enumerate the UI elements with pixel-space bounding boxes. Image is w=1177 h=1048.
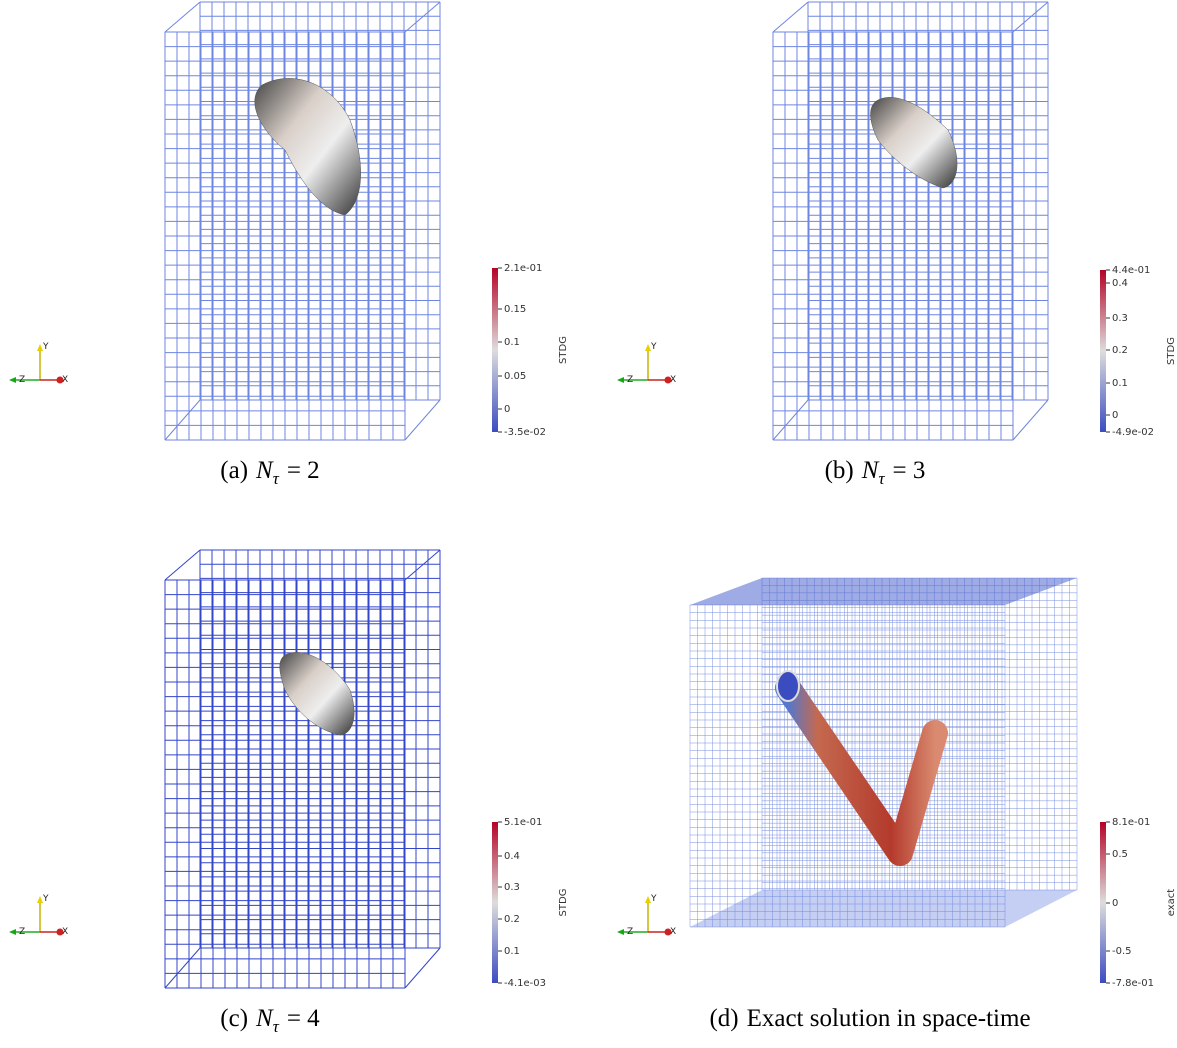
caption-text: = 2 — [287, 457, 320, 484]
axis-z-head — [617, 929, 624, 935]
axis-z-head — [9, 377, 16, 383]
colorbar-tick-label: 0.2 — [504, 914, 520, 925]
colorbar — [1100, 270, 1106, 432]
axis-z-label: Z — [627, 927, 633, 937]
caption: (d) Exact solution in space-time — [709, 1005, 1030, 1032]
colorbar-tick-label: 0.3 — [1112, 313, 1128, 324]
wire-grid — [807, 1, 1049, 401]
bottom-face — [690, 890, 1077, 927]
colorbar-tick-label: -3.5e-02 — [504, 427, 546, 438]
axis-z-label: Z — [19, 927, 25, 937]
axis-y-head — [645, 896, 651, 903]
colorbar-tick-label: 5.1e-01 — [504, 817, 542, 828]
subfigure: 4.4e-01 0.4 0.3 0.2 0.1 0 -4.9e-02 STDG Y Z X (b) Nτ… — [617, 1, 1177, 488]
colorbar-title: exact — [1166, 889, 1177, 917]
axis-x-label: X — [62, 927, 68, 937]
tube-end — [776, 670, 800, 702]
caption-label: (a) — [220, 457, 248, 484]
caption-label: (c) — [220, 1005, 248, 1032]
axis-y-label: Y — [42, 894, 49, 904]
subfigure: 8.1e-01 0.5 0 -0.5 -7.8e-01 exact Y Z X (d) Exact … — [617, 577, 1177, 1032]
caption: (c) Nτ = 4 — [220, 1005, 320, 1036]
colorbar-tick-label: 0.05 — [504, 371, 526, 382]
colorbar-title: STDG — [1166, 337, 1177, 365]
colorbar-tick-label: 4.4e-01 — [1112, 265, 1150, 276]
colorbar-tick-label: -0.5 — [1112, 946, 1132, 957]
subfigure: 2.1e-01 0.15 0.1 0.05 0 -3.5e-02 STDG Y Z X (a) Nτ =… — [9, 1, 569, 488]
axis-x-head — [664, 928, 672, 936]
axis-y-label: Y — [42, 342, 49, 352]
axis-x-label: X — [670, 927, 676, 937]
axis-y-head — [37, 896, 43, 903]
caption-symbol: N — [861, 457, 880, 484]
wire-grid — [164, 579, 406, 989]
colorbar-tick-label: -4.9e-02 — [1112, 427, 1154, 438]
colorbar-title: STDG — [558, 336, 569, 364]
axis-y-head — [645, 344, 651, 351]
wire-grid — [199, 549, 441, 949]
exact-tube — [775, 675, 948, 866]
caption: (b) Nτ = 3 — [825, 457, 926, 488]
caption-symbol: N — [255, 1005, 274, 1032]
colorbar-tick-label: -7.8e-01 — [1112, 978, 1154, 989]
colorbar-tick-label: -4.1e-03 — [504, 978, 546, 989]
colorbar — [492, 822, 498, 983]
axis-z-head — [617, 377, 624, 383]
wire-edges — [772, 1, 1049, 441]
colorbar-tick-label: 0.2 — [1112, 345, 1128, 356]
axis-z-label: Z — [19, 375, 25, 385]
axis-x-label: X — [670, 375, 676, 385]
caption-text: Exact solution in space-time — [747, 1005, 1031, 1032]
wire-edges — [164, 1, 441, 441]
axis-x-head — [56, 376, 64, 384]
caption-label: (b) — [825, 457, 854, 484]
top-face — [690, 578, 1077, 605]
colorbar-tick-label: 2.1e-01 — [504, 263, 542, 274]
caption-subscript: τ — [273, 469, 280, 488]
colorbar-tick-label: 0.1 — [504, 337, 520, 348]
colorbar-tick-label: 0 — [1112, 410, 1118, 421]
axis-y-label: Y — [650, 894, 657, 904]
caption-subscript: τ — [273, 1017, 280, 1036]
colorbar-tick-label: 0.1 — [1112, 378, 1128, 389]
caption: (a) Nτ = 2 — [220, 457, 319, 488]
solution-isosurface — [279, 652, 355, 736]
colorbar-tick-label: 0.4 — [1112, 278, 1128, 289]
colorbar-tick-label: 0.3 — [504, 882, 520, 893]
axis-z-head — [9, 929, 16, 935]
colorbar-title: STDG — [558, 889, 569, 917]
wire-grid — [772, 31, 1014, 441]
wire-edges — [164, 549, 441, 989]
subfigure: 5.1e-01 0.4 0.3 0.2 0.1 -4.1e-03 STDG Y Z X (c) Nτ =… — [9, 549, 569, 1036]
axis-z-label: Z — [627, 375, 633, 385]
axis-y-head — [37, 344, 43, 351]
colorbar — [1100, 822, 1106, 983]
colorbar-tick-label: 8.1e-01 — [1112, 817, 1150, 828]
solution-isosurface — [870, 97, 958, 189]
caption-symbol: N — [255, 457, 274, 484]
colorbar-tick-label: 0.1 — [504, 946, 520, 957]
caption-subscript: τ — [878, 469, 885, 488]
colorbar — [492, 268, 498, 432]
colorbar-tick-label: 0.5 — [1112, 849, 1128, 860]
caption-label: (d) — [709, 1005, 738, 1032]
colorbar-tick-label: 0 — [1112, 898, 1118, 909]
axis-x-head — [664, 376, 672, 384]
colorbar-tick-label: 0.15 — [504, 304, 526, 315]
caption-text: = 4 — [287, 1005, 320, 1032]
axis-x-head — [56, 928, 64, 936]
axis-y-label: Y — [650, 342, 657, 352]
colorbar-tick-label: 0.4 — [504, 851, 520, 862]
colorbar-tick-label: 0 — [504, 404, 510, 415]
solution-isosurface — [254, 78, 361, 216]
caption-text: = 3 — [893, 457, 926, 484]
axis-x-label: X — [62, 375, 68, 385]
